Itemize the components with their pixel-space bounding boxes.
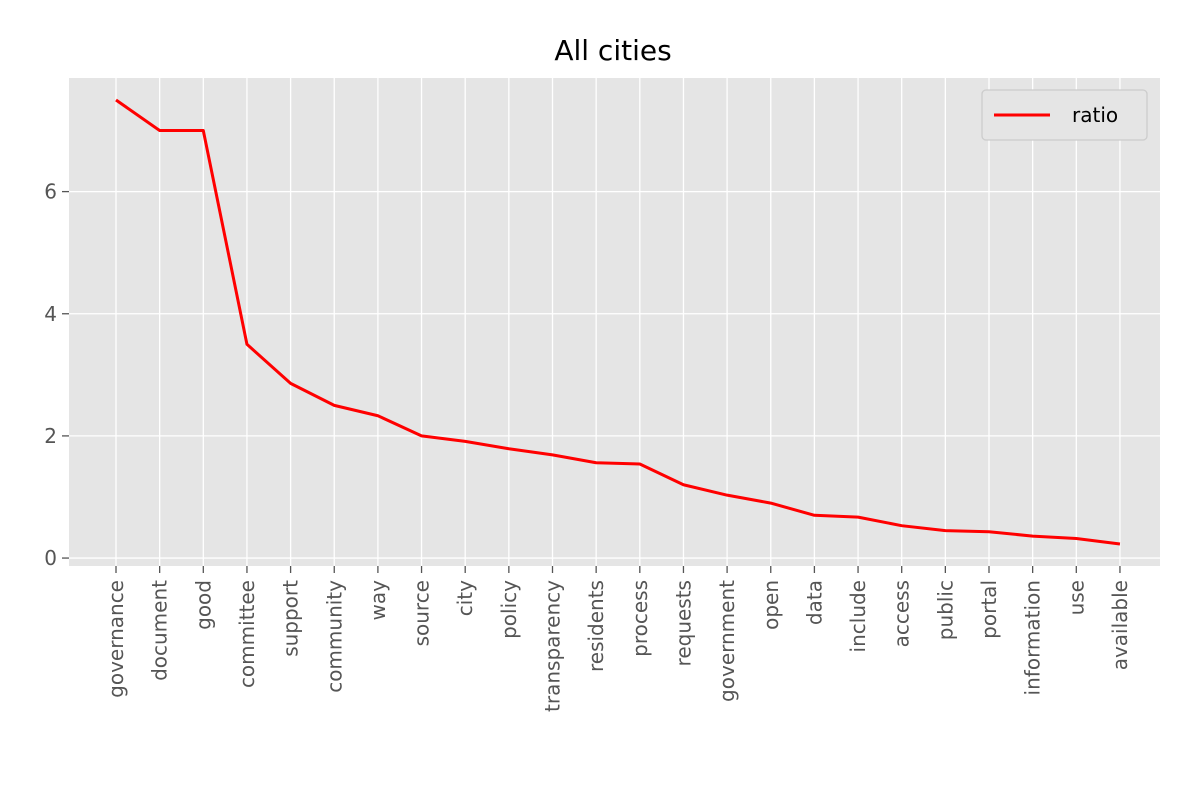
x-tick-label: include: [846, 580, 870, 652]
x-tick-label: good: [191, 580, 215, 630]
y-tick-label: 2: [44, 424, 57, 448]
x-tick-label: source: [410, 580, 434, 646]
x-tick-label: access: [890, 580, 914, 647]
legend-label-ratio: ratio: [1072, 103, 1118, 127]
y-tick-label: 4: [44, 302, 57, 326]
x-tick-label: available: [1108, 580, 1132, 670]
x-tick-label: policy: [497, 580, 521, 639]
x-tick-label: data: [802, 580, 826, 625]
x-tick-label: city: [453, 580, 477, 616]
x-tick-label: governance: [104, 580, 128, 698]
legend-box: [981, 89, 1148, 141]
y-tick-label: 0: [44, 546, 57, 570]
x-tick-label: way: [366, 580, 390, 621]
x-tick-label: transparency: [541, 580, 565, 712]
plot-area: [69, 78, 1160, 566]
x-tick-label: document: [148, 580, 172, 681]
x-tick-label: portal: [977, 580, 1001, 639]
y-tick-label: 6: [44, 180, 57, 204]
legend: ratio: [981, 89, 1148, 141]
x-tick-label: residents: [584, 580, 608, 672]
x-tick-label: government: [715, 580, 739, 702]
x-tick-label: requests: [671, 580, 695, 666]
axes: governance document good committee support co…: [44, 180, 1132, 712]
x-tick-label: information: [1021, 580, 1045, 695]
x-tick-label: support: [279, 580, 303, 657]
series-line-ratio: [115, 98, 1121, 546]
x-tick-label: open: [759, 580, 783, 630]
series-layer: [115, 98, 1121, 546]
x-tick-label: public: [933, 580, 957, 640]
x-tick-label: use: [1064, 580, 1088, 615]
x-tick-label: committee: [235, 580, 259, 688]
chart-title: All cities: [554, 34, 671, 67]
x-tick-label: process: [628, 580, 652, 657]
x-tick-label: community: [322, 580, 346, 693]
